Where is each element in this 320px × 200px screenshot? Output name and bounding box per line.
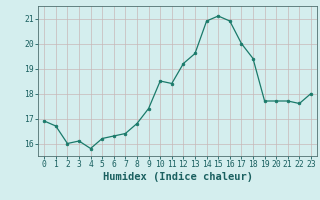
X-axis label: Humidex (Indice chaleur): Humidex (Indice chaleur)	[103, 172, 252, 182]
